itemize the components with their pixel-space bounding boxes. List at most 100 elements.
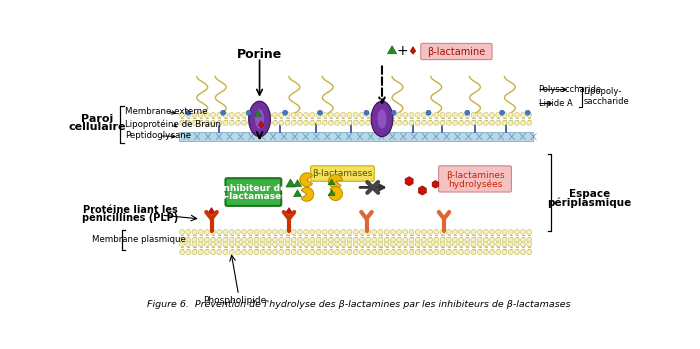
Circle shape — [272, 242, 277, 247]
Text: β-lactamases: β-lactamases — [312, 169, 372, 178]
Circle shape — [267, 242, 272, 247]
Circle shape — [220, 110, 225, 115]
Circle shape — [452, 112, 457, 117]
Text: Porine: Porine — [237, 48, 282, 61]
Circle shape — [279, 237, 284, 242]
Circle shape — [484, 230, 489, 235]
Circle shape — [279, 120, 284, 125]
Circle shape — [248, 230, 253, 235]
Circle shape — [272, 250, 277, 255]
Circle shape — [217, 112, 222, 117]
Circle shape — [428, 242, 433, 247]
Circle shape — [489, 120, 494, 125]
Circle shape — [204, 120, 209, 125]
Circle shape — [496, 242, 500, 247]
Circle shape — [248, 120, 253, 125]
Circle shape — [521, 237, 526, 242]
Circle shape — [421, 250, 426, 255]
Circle shape — [223, 250, 228, 255]
Text: cellulaire: cellulaire — [68, 122, 125, 132]
Circle shape — [446, 120, 451, 125]
Circle shape — [229, 112, 234, 117]
Circle shape — [347, 250, 352, 255]
Wedge shape — [301, 187, 314, 201]
Circle shape — [372, 230, 377, 235]
Circle shape — [500, 110, 505, 115]
Circle shape — [421, 242, 426, 247]
Circle shape — [204, 112, 209, 117]
Circle shape — [180, 230, 185, 235]
Circle shape — [241, 230, 246, 235]
Circle shape — [402, 237, 407, 242]
Circle shape — [211, 237, 216, 242]
Circle shape — [391, 230, 395, 235]
Circle shape — [354, 230, 358, 235]
Circle shape — [186, 230, 190, 235]
Circle shape — [391, 250, 395, 255]
Circle shape — [484, 120, 489, 125]
Circle shape — [192, 250, 197, 255]
Circle shape — [341, 237, 346, 242]
Circle shape — [229, 242, 234, 247]
Circle shape — [316, 250, 321, 255]
Circle shape — [291, 230, 296, 235]
Circle shape — [304, 242, 309, 247]
Text: Figure 6.  Prévention de l'hydrolyse des β-lactamines par les inhibiteurs de β-l: Figure 6. Prévention de l'hydrolyse des … — [147, 299, 570, 309]
Circle shape — [514, 242, 519, 247]
Circle shape — [458, 230, 463, 235]
Circle shape — [304, 250, 309, 255]
Circle shape — [397, 237, 402, 242]
Polygon shape — [410, 46, 416, 54]
Text: Paroi: Paroi — [80, 114, 113, 124]
Circle shape — [328, 120, 333, 125]
Circle shape — [272, 112, 277, 117]
Circle shape — [378, 237, 383, 242]
Circle shape — [241, 250, 246, 255]
Text: Phospholipide: Phospholipide — [203, 296, 267, 305]
Circle shape — [508, 242, 513, 247]
Circle shape — [434, 120, 439, 125]
Circle shape — [364, 110, 369, 115]
Circle shape — [260, 237, 265, 242]
FancyBboxPatch shape — [421, 43, 492, 60]
Circle shape — [254, 242, 259, 247]
Circle shape — [372, 112, 377, 117]
Circle shape — [521, 112, 526, 117]
Ellipse shape — [255, 109, 264, 129]
Circle shape — [204, 250, 209, 255]
Circle shape — [248, 242, 253, 247]
Circle shape — [428, 120, 433, 125]
Circle shape — [235, 250, 240, 255]
Circle shape — [341, 230, 346, 235]
Text: Polysaccharide: Polysaccharide — [538, 85, 602, 94]
Circle shape — [354, 112, 358, 117]
Text: Lipide A: Lipide A — [538, 99, 573, 108]
Circle shape — [235, 230, 240, 235]
Circle shape — [223, 112, 228, 117]
Circle shape — [223, 120, 228, 125]
Circle shape — [484, 242, 489, 247]
Circle shape — [489, 242, 494, 247]
Circle shape — [347, 242, 352, 247]
Circle shape — [415, 230, 420, 235]
Circle shape — [402, 112, 407, 117]
Circle shape — [452, 120, 457, 125]
Circle shape — [260, 242, 265, 247]
Circle shape — [384, 242, 389, 247]
Circle shape — [211, 230, 216, 235]
Circle shape — [521, 250, 526, 255]
Circle shape — [316, 230, 321, 235]
Circle shape — [298, 112, 302, 117]
Circle shape — [285, 250, 290, 255]
Circle shape — [198, 120, 203, 125]
Circle shape — [186, 112, 190, 117]
Circle shape — [446, 230, 451, 235]
Circle shape — [254, 112, 259, 117]
Circle shape — [471, 237, 476, 242]
Circle shape — [180, 242, 185, 247]
Circle shape — [335, 242, 339, 247]
Circle shape — [391, 110, 396, 115]
Polygon shape — [432, 180, 439, 188]
Circle shape — [502, 250, 507, 255]
Circle shape — [496, 120, 500, 125]
